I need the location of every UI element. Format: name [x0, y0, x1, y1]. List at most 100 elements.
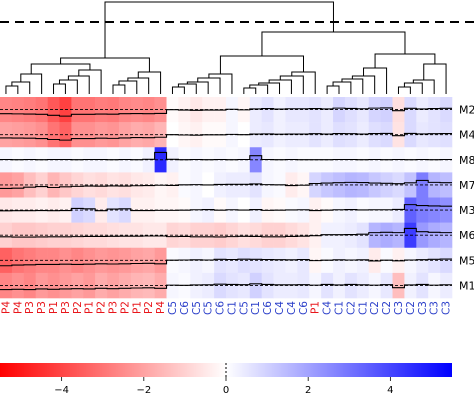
dendrogram-branch: [374, 53, 436, 68]
column-label: C4: [274, 301, 286, 315]
column-label: C1: [357, 301, 369, 315]
row-trace: [0, 227, 452, 238]
heatmap-cell: [333, 97, 346, 123]
row-profile-traces: [0, 107, 452, 291]
heatmap-cell: [368, 122, 381, 148]
heatmap-cell: [297, 272, 310, 299]
heatmap-cell: [23, 172, 36, 198]
dendrogram-branch: [197, 77, 221, 94]
color-scale-ticks: −4 −2 0 2 4: [54, 363, 394, 396]
row-trace: [0, 258, 452, 267]
dendrogram-branch: [137, 71, 162, 94]
heatmap-cell: [273, 122, 286, 148]
heatmap-cell: [392, 122, 405, 148]
scale-tick-label: −4: [54, 385, 69, 396]
color-scale-bar: [0, 363, 452, 377]
dendrogram-branch: [60, 57, 150, 72]
column-label: P4: [155, 301, 167, 314]
heatmap-cell: [333, 122, 346, 148]
heatmap-cell: [273, 222, 286, 249]
column-label: C5: [167, 301, 179, 315]
dendrogram-branch: [58, 79, 78, 94]
dendrogram-branch: [53, 83, 66, 94]
row-trace: [0, 151, 452, 161]
dendrogram-branch: [403, 82, 423, 94]
column-label: C6: [215, 301, 227, 315]
heatmap-cell: [428, 122, 441, 148]
scale-tick-label: 0: [223, 385, 229, 396]
dendrogram-branch: [423, 63, 447, 94]
dendrogram-branch: [397, 86, 411, 94]
heatmap-cell: [47, 122, 60, 148]
heatmap-cell: [107, 172, 120, 198]
heatmap-cell: [83, 122, 96, 148]
row-label: M1: [459, 279, 474, 292]
heatmap-cell: [428, 172, 441, 198]
heatmap-cell: [333, 272, 346, 299]
column-label: P1: [84, 301, 96, 314]
row-label: M6: [459, 229, 474, 242]
heatmap-cell: [142, 97, 155, 123]
heatmap-cell: [297, 247, 310, 274]
column-label: C4: [322, 301, 334, 315]
dendrogram-branch: [341, 78, 364, 94]
row-labels: M2 M4 M8 M7 M3 M6 M5 M1: [459, 104, 474, 293]
heatmap-cells: [0, 97, 453, 299]
heatmap-cell: [368, 222, 381, 249]
dendrogram-branch: [78, 69, 102, 94]
row-trace: [0, 179, 452, 190]
heatmap-cell: [297, 122, 310, 148]
dendrogram-branch: [177, 83, 197, 94]
heatmap-cell: [107, 272, 120, 299]
column-label: C5: [203, 301, 215, 315]
column-label: P4: [0, 301, 12, 314]
heatmap-cell: [23, 97, 36, 123]
column-label: P1: [48, 301, 60, 314]
heatmap-cell: [178, 222, 191, 249]
row-trace: [0, 283, 452, 291]
column-label: C2: [345, 301, 357, 315]
heatmap-cell: [333, 172, 346, 198]
heatmap-cell: [428, 197, 441, 223]
heatmap-cell: [297, 222, 310, 249]
heatmap-cell: [333, 222, 346, 249]
row-label: M3: [459, 204, 474, 217]
row-label: M4: [459, 129, 474, 142]
heatmap-cell: [428, 247, 441, 274]
row-trace: [0, 204, 452, 212]
heatmap-cell: [23, 272, 36, 299]
column-label: P3: [60, 301, 72, 314]
column-label: C3: [429, 301, 441, 315]
color-scale-legend: −4 −2 0 2 4: [0, 363, 452, 396]
heatmap-cell: [202, 222, 215, 249]
row-trace: [0, 107, 452, 117]
heatmap-cell: [392, 272, 405, 299]
row-label: M8: [459, 154, 474, 167]
dendrogram-branch: [249, 84, 269, 94]
heatmap-cell: [142, 247, 155, 274]
heatmap-cell: [142, 122, 155, 148]
column-label: P3: [36, 301, 48, 314]
heatmap-cell: [428, 222, 441, 249]
heatmap-cell: [273, 272, 286, 299]
heatmap-cell: [392, 197, 405, 223]
column-label: C2: [405, 301, 417, 315]
dendrogram-branch: [412, 79, 435, 94]
dendrogram-branch: [261, 31, 406, 56]
column-label: C5: [191, 301, 203, 315]
dendrogram-branch: [326, 85, 340, 94]
column-dendrogram: [5, 1, 447, 94]
dendrogram-branch: [219, 55, 304, 74]
column-label: C3: [417, 301, 429, 315]
column-label: C6: [262, 301, 274, 315]
heatmap-cell: [47, 247, 60, 274]
heatmap-cell: [392, 222, 405, 249]
dendrogram-branch: [243, 87, 257, 94]
heatmap-cell: [47, 272, 60, 299]
heatmap-cell: [202, 272, 215, 299]
column-label: C3: [393, 301, 405, 315]
scale-tick-label: 4: [387, 385, 393, 396]
dendrogram-branch: [11, 81, 31, 94]
column-label: C2: [381, 301, 393, 315]
heatmap-cell: [83, 247, 96, 274]
